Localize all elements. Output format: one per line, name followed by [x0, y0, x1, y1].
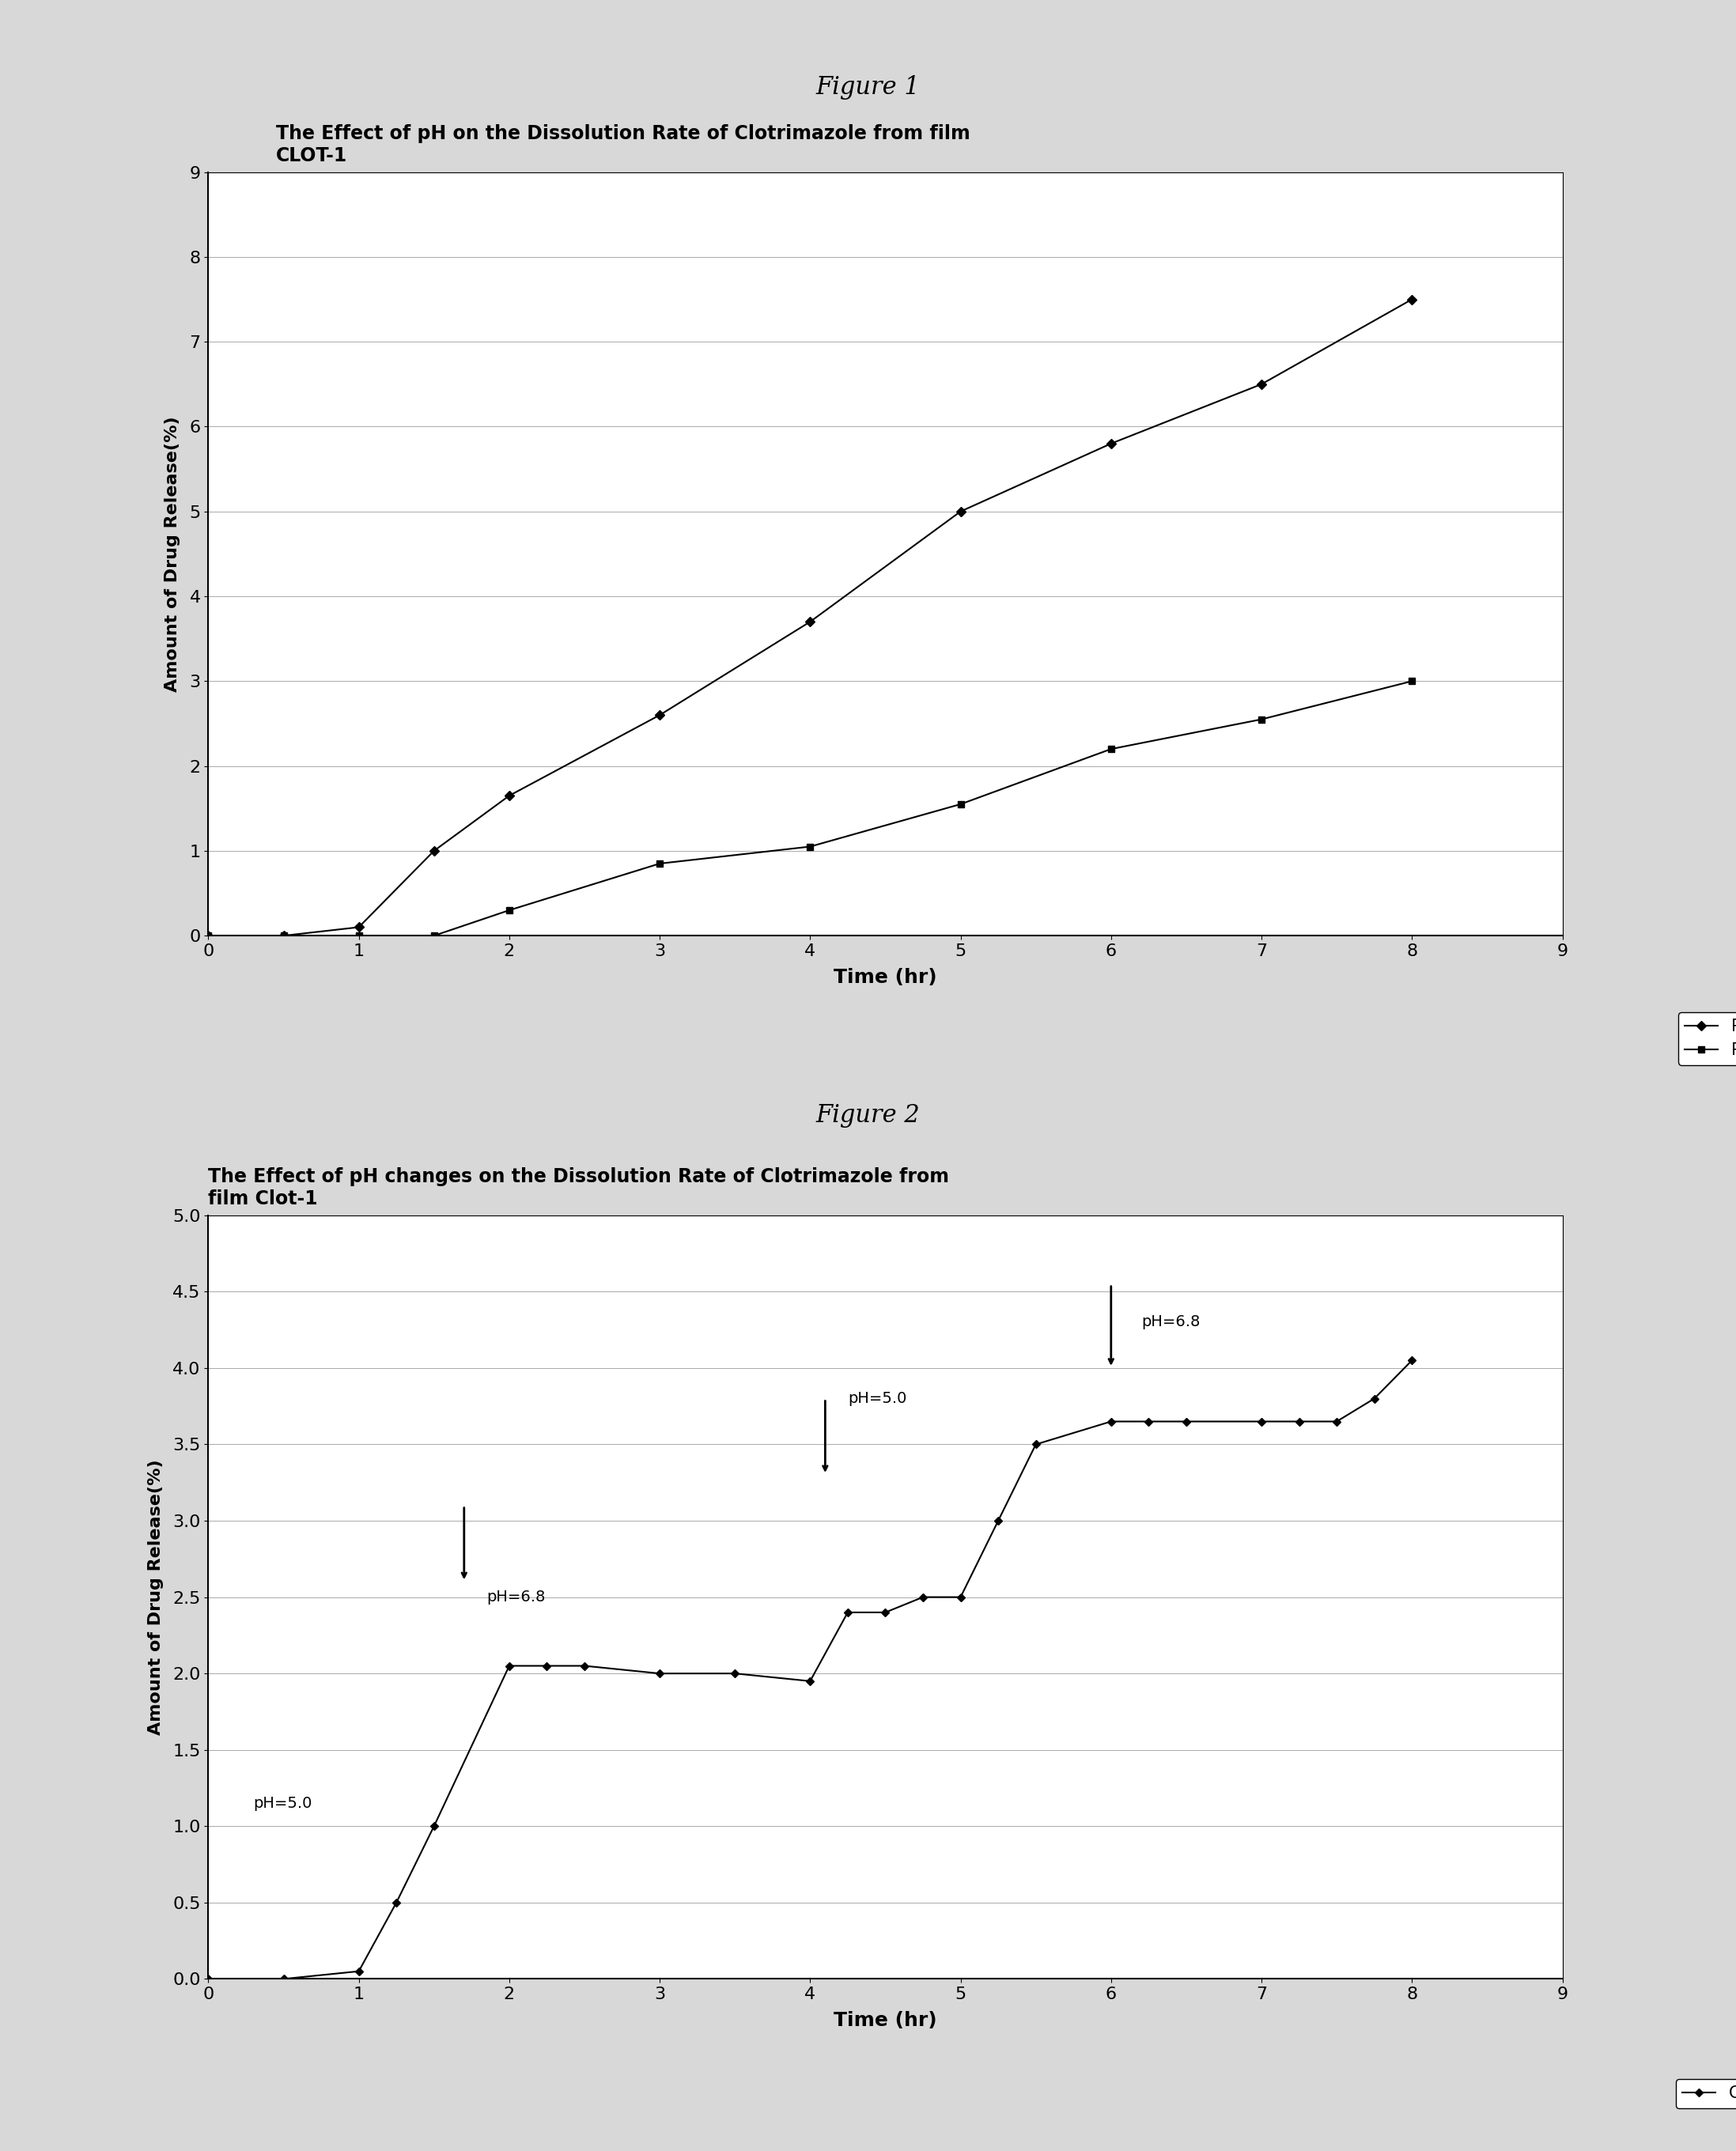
Line: Clot-1: Clot-1 — [205, 1357, 1415, 1981]
Ph=6.8 — [800, 835, 821, 860]
Y-axis label: Amount of Drug Release(%): Amount of Drug Release(%) — [148, 1458, 163, 1736]
Clot-1 — [1026, 1433, 1047, 1458]
Ph-5.0 — [649, 701, 670, 727]
Text: The Effect of pH changes on the Dissolution Rate of Clotrimazole from
film Clot-: The Effect of pH changes on the Dissolut… — [208, 1168, 950, 1209]
Ph-5.0 — [1401, 286, 1422, 312]
Clot-1 — [837, 1600, 858, 1626]
Legend: Ph-5.0, Ph=6.8: Ph-5.0, Ph=6.8 — [1679, 1011, 1736, 1065]
Clot-1 — [1175, 1409, 1196, 1435]
Text: Figure 2: Figure 2 — [816, 1103, 920, 1127]
Ph-5.0 — [498, 783, 519, 809]
Clot-1 — [724, 1661, 745, 1686]
Text: pH=5.0: pH=5.0 — [253, 1796, 312, 1811]
Clot-1 — [913, 1583, 934, 1609]
Ph-5.0 — [424, 839, 444, 865]
Text: Figure 1: Figure 1 — [816, 75, 920, 99]
Text: pH=5.0: pH=5.0 — [847, 1392, 906, 1407]
Ph=6.8 — [1252, 706, 1272, 731]
Clot-1 — [875, 1600, 896, 1626]
Clot-1 — [273, 1966, 293, 1992]
Ph=6.8 — [649, 850, 670, 875]
Clot-1 — [1252, 1409, 1272, 1435]
Ph-5.0 — [349, 914, 370, 940]
Clot-1 — [385, 1891, 406, 1917]
Clot-1 — [950, 1583, 970, 1609]
X-axis label: Time (hr): Time (hr) — [833, 968, 937, 987]
Line: Ph-5.0: Ph-5.0 — [205, 297, 1415, 940]
Clot-1 — [800, 1669, 821, 1695]
Ph=6.8 — [198, 923, 219, 949]
Clot-1 — [1101, 1409, 1121, 1435]
Clot-1 — [349, 1957, 370, 1983]
Ph=6.8 — [424, 923, 444, 949]
Text: The Effect of pH on the Dissolution Rate of Clotrimazole from film
CLOT-1: The Effect of pH on the Dissolution Rate… — [276, 125, 970, 166]
Ph-5.0 — [1252, 372, 1272, 398]
Ph-5.0 — [950, 499, 970, 525]
Clot-1 — [1326, 1409, 1347, 1435]
Text: pH=6.8: pH=6.8 — [486, 1590, 545, 1605]
Ph-5.0 — [198, 923, 219, 949]
Clot-1 — [424, 1813, 444, 1839]
Text: pH=6.8: pH=6.8 — [1141, 1314, 1200, 1329]
Ph=6.8 — [950, 792, 970, 817]
Ph=6.8 — [1401, 669, 1422, 695]
Line: Ph=6.8: Ph=6.8 — [205, 678, 1415, 940]
Ph-5.0 — [273, 923, 293, 949]
Clot-1 — [198, 1966, 219, 1992]
Clot-1 — [1139, 1409, 1160, 1435]
Ph=6.8 — [273, 923, 293, 949]
Ph=6.8 — [498, 897, 519, 923]
Clot-1 — [498, 1652, 519, 1678]
Clot-1 — [1364, 1385, 1385, 1411]
Ph=6.8 — [1101, 736, 1121, 761]
Legend: Clot-1: Clot-1 — [1675, 2080, 1736, 2108]
Clot-1 — [988, 1508, 1009, 1534]
Ph=6.8 — [349, 923, 370, 949]
Clot-1 — [1288, 1409, 1309, 1435]
Clot-1 — [1401, 1347, 1422, 1372]
X-axis label: Time (hr): Time (hr) — [833, 2011, 937, 2031]
Clot-1 — [649, 1661, 670, 1686]
Y-axis label: Amount of Drug Release(%): Amount of Drug Release(%) — [165, 415, 181, 693]
Clot-1 — [575, 1652, 595, 1678]
Clot-1 — [536, 1652, 557, 1678]
Ph-5.0 — [800, 609, 821, 635]
Ph-5.0 — [1101, 430, 1121, 456]
